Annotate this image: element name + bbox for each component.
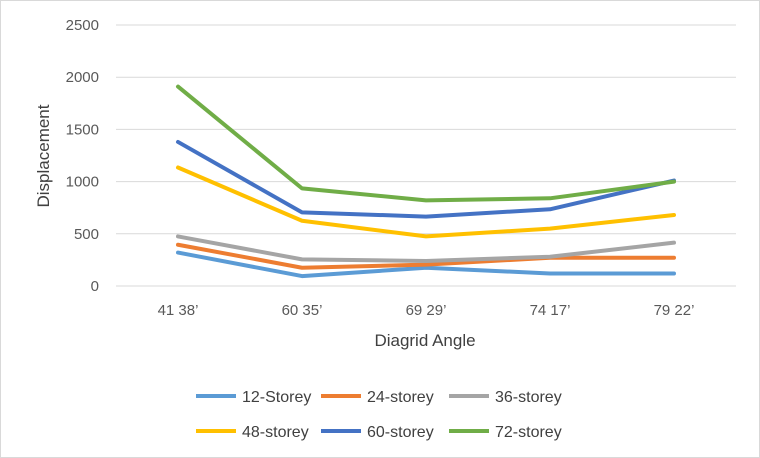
legend-label: 72-storey <box>495 424 562 441</box>
series-line-60-storey <box>176 139 676 219</box>
y-tick-label: 2000 <box>66 69 99 86</box>
legend-label: 60-storey <box>367 424 434 441</box>
legend-item: 72-storey <box>449 424 562 441</box>
series-line-48-storey <box>176 165 676 239</box>
y-tick-label: 1500 <box>66 121 99 138</box>
legend-label: 12-Storey <box>242 389 311 406</box>
legend-item: 36-storey <box>449 389 562 406</box>
y-tick-label: 2500 <box>66 17 99 34</box>
series-lines <box>176 84 676 279</box>
legend-label: 48-storey <box>242 424 309 441</box>
x-tick-label: 60 35’ <box>282 302 323 319</box>
series-line-12-storey <box>176 250 676 279</box>
series-line-72-storey <box>176 84 676 203</box>
legend-item: 12-Storey <box>196 389 311 406</box>
x-tick-label: 79 22’ <box>654 302 695 319</box>
x-axis-title: Diagrid Angle <box>374 331 475 350</box>
legend-label: 24-storey <box>367 389 434 406</box>
y-tick-labels: 0 500 1000 1500 2000 2500 <box>66 17 99 295</box>
legend-label: 36-storey <box>495 389 562 406</box>
legend: 12-Storey 24-storey 36-storey 48-storey 60-s… <box>196 389 562 441</box>
y-tick-label: 500 <box>74 226 99 243</box>
x-tick-labels: 41 38’ 60 35’ 69 29’ 74 17’ 79 22’ <box>158 302 695 319</box>
legend-item: 48-storey <box>196 424 309 441</box>
x-tick-label: 41 38’ <box>158 302 199 319</box>
y-axis-title: Displacement <box>34 104 53 207</box>
legend-item: 60-storey <box>321 424 434 441</box>
legend-item: 24-storey <box>321 389 434 406</box>
x-tick-label: 69 29’ <box>406 302 447 319</box>
series-line-36-storey <box>176 234 676 263</box>
y-tick-label: 1000 <box>66 174 99 191</box>
x-tick-label: 74 17’ <box>530 302 571 319</box>
gridlines <box>116 24 736 287</box>
series-line-24-storey <box>176 242 676 270</box>
y-tick-label: 0 <box>91 278 99 295</box>
